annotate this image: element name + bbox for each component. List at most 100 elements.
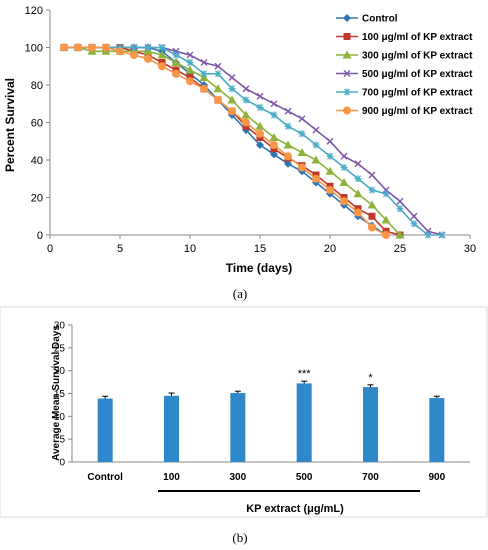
- data-point: [382, 190, 390, 198]
- series-line: [64, 46, 387, 236]
- series-line: [64, 46, 442, 236]
- x-tick-label: 20: [324, 243, 336, 255]
- data-point: [102, 43, 110, 52]
- legend-label: 300 μg/ml of KP extract: [362, 51, 473, 62]
- error-bar-900: [433, 395, 440, 399]
- y-tick-label: 20: [31, 193, 43, 205]
- data-point: [186, 77, 194, 86]
- data-point: [312, 141, 320, 149]
- legend-label: 900 μg/ml of KP extract: [362, 106, 473, 117]
- data-point: [130, 51, 138, 59]
- data-point: [214, 62, 222, 70]
- data-point: [74, 43, 82, 52]
- data-point: [144, 54, 152, 63]
- data-point: [270, 100, 278, 108]
- data-point: [395, 230, 405, 239]
- series-700-g-ml-of-kp-extract: [60, 44, 446, 239]
- data-point: [410, 212, 418, 220]
- data-point: [242, 96, 250, 104]
- y-tick-label: 120: [25, 5, 43, 17]
- data-point: [228, 107, 236, 116]
- data-point: [326, 152, 334, 160]
- legend-label: 700 μg/ml of KP extract: [362, 88, 473, 99]
- y-tick-label: 15: [54, 389, 66, 400]
- data-point: [382, 231, 390, 239]
- legend-marker: [343, 70, 351, 77]
- data-point: [367, 200, 377, 209]
- data-point: [214, 96, 222, 104]
- data-point: [438, 231, 446, 239]
- series-900-g-ml-of-kp-extract: [60, 43, 390, 239]
- legend-marker: [343, 88, 351, 96]
- y-tick-label: 80: [31, 80, 43, 92]
- legend-entry-500-g-ml-of-kp-extract: 500 μg/ml of KP extract: [336, 69, 473, 80]
- legend-label: 500 μg/ml of KP extract: [362, 69, 473, 80]
- data-point: [60, 43, 68, 52]
- legend-marker: [343, 33, 351, 40]
- data-point: [269, 133, 279, 141]
- data-point: [213, 84, 223, 93]
- data-point: [284, 107, 292, 115]
- data-point: [353, 189, 363, 198]
- data-point: [186, 51, 194, 59]
- data-point: [172, 51, 180, 59]
- line-chart-series: [59, 43, 446, 239]
- data-point: [368, 212, 376, 220]
- data-point: [256, 141, 264, 149]
- data-point: [298, 115, 306, 123]
- data-point: [270, 111, 278, 119]
- x-tick-label: 300: [229, 472, 246, 483]
- data-point: [312, 174, 320, 183]
- data-point: [186, 59, 194, 66]
- data-point: [298, 163, 306, 172]
- error-bar-100: [168, 392, 175, 396]
- data-point: [200, 70, 208, 78]
- data-point: [381, 215, 391, 224]
- bar-chart-y-axis-title: Average Mean Survival Days: [51, 325, 62, 461]
- data-point: [200, 84, 208, 93]
- y-tick-label: 10: [54, 412, 66, 423]
- x-tick-label: 25: [394, 243, 406, 255]
- data-point: [340, 152, 348, 160]
- data-point: [158, 44, 166, 51]
- data-point: [227, 95, 237, 104]
- legend-entry-control: Control: [336, 14, 398, 25]
- data-point: [396, 205, 404, 213]
- data-point: [424, 231, 432, 239]
- data-point: [200, 59, 208, 66]
- legend-marker: [343, 14, 351, 22]
- data-point: [228, 74, 236, 81]
- data-point: [256, 92, 264, 100]
- y-tick-label: 5: [59, 435, 65, 446]
- line-chart-x-ticks: 0 5 10 15 20 25 30: [47, 235, 476, 255]
- error-bar-300: [234, 390, 241, 394]
- x-tick-label: 500: [296, 472, 313, 483]
- data-point: [228, 85, 236, 93]
- data-point: [368, 186, 376, 194]
- legend-marker: [343, 106, 351, 115]
- x-tick-label: 100: [163, 472, 180, 483]
- data-point: [311, 155, 321, 164]
- data-point: [255, 121, 265, 130]
- x-tick-label: 30: [464, 243, 476, 255]
- data-point: [354, 160, 362, 168]
- data-point: [171, 58, 181, 66]
- data-point: [157, 50, 167, 59]
- bar-chart-x-ticks: Control 100 300 500 700 900: [87, 472, 445, 483]
- legend-entry-900-g-ml-of-kp-extract: 900 μg/ml of KP extract: [336, 106, 473, 117]
- bar-chart-axes: [71, 325, 470, 463]
- line-chart-x-axis-title: Time (days): [226, 261, 292, 275]
- data-point: [242, 118, 250, 127]
- error-bar-500: [301, 380, 308, 384]
- data-point: [270, 141, 278, 149]
- bar-100: [164, 395, 179, 462]
- line-chart-y-axis-title: Percent Survival: [3, 78, 17, 172]
- x-tick-label: 0: [47, 243, 53, 255]
- caption-a: (a): [233, 286, 247, 301]
- significance-label: ***: [298, 368, 312, 380]
- caption-b: (b): [232, 530, 247, 545]
- bar-chart-x-axis-title: KP extract (μg/mL): [246, 503, 344, 515]
- data-point: [298, 130, 306, 138]
- y-tick-label: 0: [37, 230, 43, 242]
- bar-chart-bars: *** *: [97, 368, 445, 462]
